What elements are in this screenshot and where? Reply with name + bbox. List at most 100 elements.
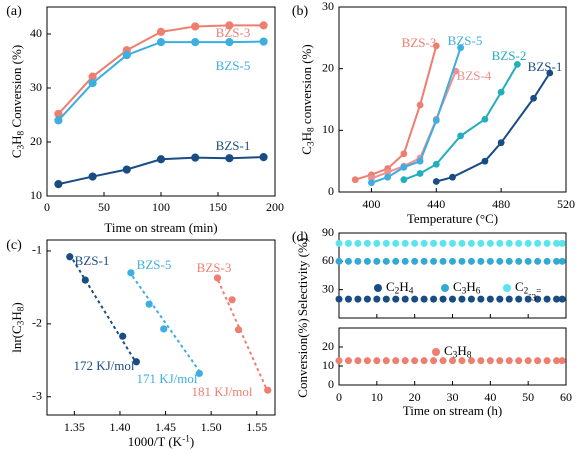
panel-d-point-C2-3= <box>534 239 542 247</box>
panel-d-point-C3H6 <box>449 257 456 265</box>
panel-d-point-C3H8 <box>543 357 551 365</box>
panel-d-point-C2H4 <box>430 295 438 303</box>
panel-d-point-C2-3= <box>382 239 390 247</box>
panel-d-point-C3H6 <box>477 257 485 265</box>
text-span: C <box>386 279 395 294</box>
panel-a-point-BZS-5 <box>259 37 268 46</box>
panel-a-ytick-label: 40 <box>30 26 42 40</box>
panel-a-ytick-label: 30 <box>30 80 42 94</box>
panel-d-point-C3H8 <box>363 357 371 365</box>
panel-d-xtick-label: 40 <box>484 390 496 404</box>
panel-d-point-C3H6 <box>543 257 551 265</box>
panel-d-point-C2-3= <box>373 239 381 247</box>
panel-d-point-C3H8 <box>534 357 542 365</box>
text-span: 4 <box>409 287 414 297</box>
panel-a-point-BZS-1 <box>225 154 234 163</box>
panel-d-point-C2-3= <box>363 239 371 247</box>
text-span: 3 <box>453 351 458 361</box>
panel-d-point-C2H4 <box>392 295 400 303</box>
panel-b-point-BZS-5 <box>384 173 392 181</box>
panel-c-ytick-label: -1 <box>32 243 42 257</box>
panel-d-legend-C3H8: C3H8 <box>444 343 472 361</box>
panel-d-point-C3H6 <box>458 257 466 265</box>
panel-b-series-label-BZS-5: BZS-5 <box>448 33 483 48</box>
panel-a-ylabel: C3H8 Conversion (%) <box>9 45 27 158</box>
panel-d-point-C3H6 <box>486 257 494 265</box>
panel-d-point-C2-3= <box>558 239 566 247</box>
text-span: 6 <box>476 287 481 297</box>
panel-b-point-BZS-5 <box>400 163 408 171</box>
panel-a-point-BZS-1 <box>54 180 63 189</box>
text-span: 3 <box>307 141 317 146</box>
panel-d-point-C2H4 <box>449 295 456 303</box>
panel-d-xtick-label: 10 <box>371 390 383 404</box>
panel-d-ylabel-conversion: Conversion(%) <box>295 318 310 397</box>
panel-a-point-BZS-1 <box>191 153 200 162</box>
panel-c-xtick-label: 1.35 <box>64 420 85 434</box>
panel-a-point-BZS-5 <box>88 79 97 88</box>
panel-b-point-BZS-5 <box>432 117 440 124</box>
panel-d-xtick-label: 0 <box>336 390 342 404</box>
panel-c-label: (c) <box>6 238 22 253</box>
panel-d-point-C2-3= <box>335 239 343 247</box>
panel-a-point-BZS-1 <box>259 153 268 162</box>
panel-a-xtick-label: 100 <box>152 200 170 214</box>
panel-d-point-C3H6 <box>363 257 371 265</box>
panel-b-point-BZS-3 <box>432 42 440 50</box>
text-span: C <box>299 146 314 155</box>
panel-d-point-C3H6 <box>420 257 428 265</box>
panel-d-point-C2-3= <box>392 239 400 247</box>
panel-d-legend-marker-C3H6 <box>441 284 449 292</box>
panel-d-point-C2H4 <box>420 295 428 303</box>
panel-d-top-ytick-label: 60 <box>322 253 334 267</box>
panel-d-point-C2-3= <box>458 239 466 247</box>
panel-d-point-C3H6 <box>382 257 390 265</box>
panel-c-fit-BZS-1 <box>68 254 140 367</box>
text-span: H <box>9 135 24 144</box>
panel-b-xtick-label: 480 <box>492 197 510 211</box>
panel-b-point-BZS-1 <box>432 178 440 185</box>
panel-d-point-C3H8 <box>486 357 494 365</box>
text-span: 8 <box>17 130 27 135</box>
text-span: 2 <box>524 287 529 297</box>
text-span: 8 <box>17 306 27 311</box>
panel-d-point-C2H4 <box>543 295 551 303</box>
text-span: 8 <box>467 351 472 361</box>
panel-c-energy-BZS-3: 181 KJ/mol <box>191 384 252 399</box>
panel-d-point-C2-3= <box>401 239 409 247</box>
text-span: ) <box>190 434 194 449</box>
panel-b-point-BZS-1 <box>497 139 505 147</box>
panel-b-point-BZS-2 <box>416 170 424 177</box>
panel-d-point-C2H4 <box>458 295 466 303</box>
panel-d-point-C3H8 <box>505 357 513 365</box>
panel-d-point-C2H4 <box>344 295 352 303</box>
panel-b-point-BZS-2 <box>481 115 489 123</box>
text-span: C <box>515 279 524 294</box>
panel-d-point-C3H8 <box>524 357 532 365</box>
panel-b-line-BZS-1 <box>436 72 551 183</box>
panel-d-point-C2H4 <box>505 295 513 303</box>
panel-d-point-C2-3= <box>486 239 494 247</box>
panel-d-point-C2H4 <box>553 295 561 303</box>
panel-d-point-C3H8 <box>335 357 343 365</box>
panel-d-point-C3H8 <box>558 357 566 365</box>
panel-c-series-label-BZS-5: BZS-5 <box>137 257 172 272</box>
panel-d-point-C2H4 <box>373 295 381 303</box>
text-span: C <box>444 343 453 358</box>
text-span: H <box>299 132 314 141</box>
panel-b-point-BZS-5 <box>368 179 375 187</box>
panel-a-point-BZS-3 <box>191 22 200 31</box>
panel-d-point-C2-3= <box>430 239 438 247</box>
panel-c-point-BZS-5 <box>160 325 168 333</box>
panel-a-point-BZS-3 <box>259 21 268 30</box>
panel-d-point-C3H6 <box>467 257 475 265</box>
panel-b-series-label-BZS-1: BZS-1 <box>528 59 563 74</box>
panel-d-point-C2H4 <box>401 295 409 303</box>
panel-a-point-BZS-5 <box>54 116 63 125</box>
panel-d-point-C3H8 <box>458 357 466 365</box>
text-span: conversion (%) <box>299 44 314 127</box>
text-span: H <box>457 343 466 358</box>
panel-b-point-BZS-2 <box>497 88 505 96</box>
panel-a-point-BZS-5 <box>122 50 131 60</box>
